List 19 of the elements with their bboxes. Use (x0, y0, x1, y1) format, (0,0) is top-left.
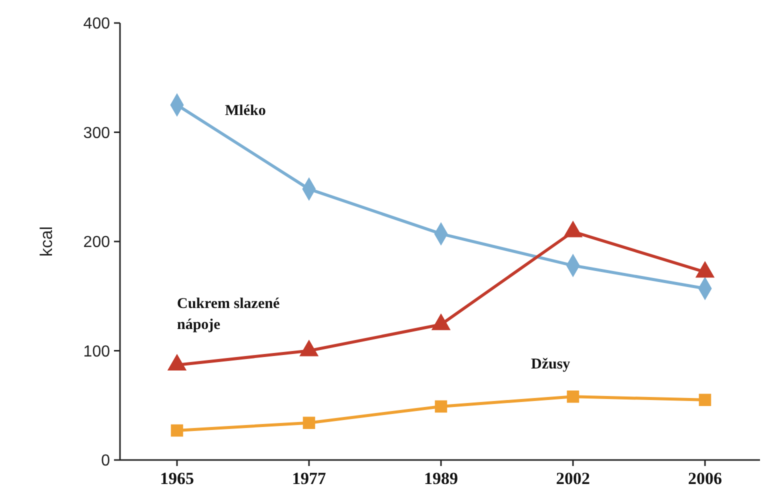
x-tick-label: 2006 (688, 469, 722, 488)
y-tick-label: 200 (83, 234, 110, 252)
point (698, 394, 712, 406)
point (566, 390, 580, 403)
point (302, 416, 316, 429)
series-label: Mléko (225, 102, 266, 119)
x-tick-label: 2002 (556, 469, 590, 488)
y-tick-label: 300 (83, 124, 110, 142)
y-tick-label: 100 (83, 343, 110, 360)
y-tick-label: 0 (101, 452, 110, 470)
y-axis-title: kcal (37, 226, 56, 257)
point (434, 400, 448, 413)
series-label: Džusy (531, 356, 571, 373)
point (170, 424, 184, 437)
y-tick-label: 400 (83, 16, 110, 33)
x-tick-label: 1989 (424, 469, 458, 488)
x-tick-label: 1965 (160, 469, 194, 488)
x-tick-label: 1977 (292, 469, 326, 488)
series-label: Cukrem slazené nápoje (177, 296, 280, 333)
